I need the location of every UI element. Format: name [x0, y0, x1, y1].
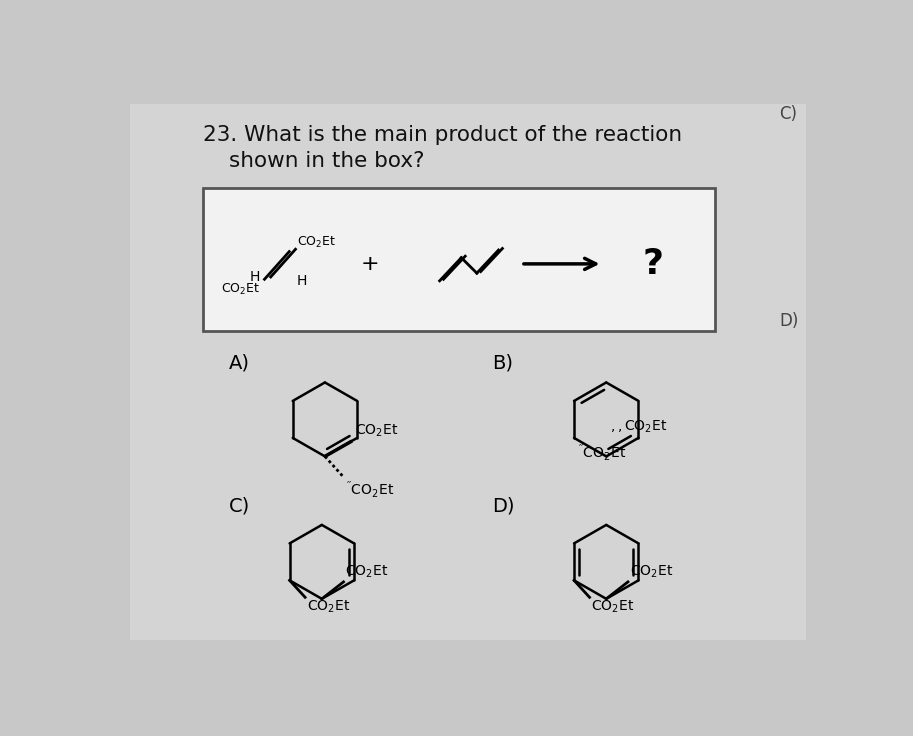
Text: H: H — [297, 274, 308, 288]
Text: +: + — [361, 254, 379, 274]
Text: $\mathregular{CO_2Et}$: $\mathregular{CO_2Et}$ — [355, 422, 398, 439]
Text: H: H — [249, 270, 260, 284]
Text: 23. What is the main product of the reaction: 23. What is the main product of the reac… — [204, 125, 682, 145]
Text: A): A) — [229, 354, 250, 373]
Text: $\mathregular{CO_2Et}$: $\mathregular{CO_2Et}$ — [297, 235, 336, 250]
Text: D): D) — [779, 311, 799, 330]
Text: D): D) — [492, 496, 515, 515]
Text: shown in the box?: shown in the box? — [229, 152, 425, 171]
Text: $\mathregular{''CO_2Et}$: $\mathregular{''CO_2Et}$ — [346, 479, 394, 500]
Text: ?: ? — [642, 247, 663, 281]
Text: C): C) — [229, 496, 250, 515]
Text: C): C) — [779, 105, 797, 123]
Text: $\mathregular{''CO_2Et}$: $\mathregular{''CO_2Et}$ — [578, 442, 626, 463]
Bar — [204, 188, 715, 331]
Text: $\mathregular{CO_2Et}$: $\mathregular{CO_2Et}$ — [629, 564, 673, 581]
Text: B): B) — [492, 354, 513, 373]
Text: $\mathregular{,,CO_2Et}$: $\mathregular{,,CO_2Et}$ — [610, 419, 667, 435]
Text: $\mathregular{CO_2Et}$: $\mathregular{CO_2Et}$ — [307, 599, 350, 615]
Text: $\mathregular{CO_2Et}$: $\mathregular{CO_2Et}$ — [345, 564, 388, 581]
Text: $\mathregular{CO_2Et}$: $\mathregular{CO_2Et}$ — [591, 599, 635, 615]
Text: $\mathregular{CO_2Et}$: $\mathregular{CO_2Et}$ — [221, 283, 260, 297]
